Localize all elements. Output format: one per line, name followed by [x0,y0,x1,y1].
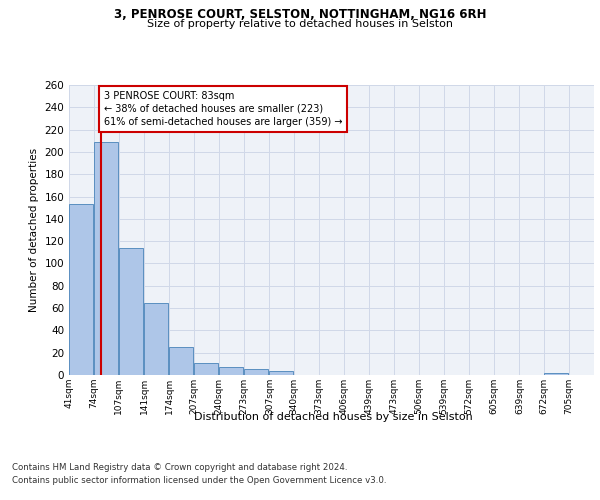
Bar [69,204,93,375]
Text: Contains public sector information licensed under the Open Government Licence v3: Contains public sector information licen… [12,476,386,485]
Bar [269,370,293,375]
Bar [169,347,193,375]
Y-axis label: Number of detached properties: Number of detached properties [29,148,39,312]
Bar [219,367,243,375]
Text: 3, PENROSE COURT, SELSTON, NOTTINGHAM, NG16 6RH: 3, PENROSE COURT, SELSTON, NOTTINGHAM, N… [114,8,486,20]
Bar [119,248,143,375]
Bar [244,370,268,375]
Bar [94,142,118,375]
Text: Contains HM Land Registry data © Crown copyright and database right 2024.: Contains HM Land Registry data © Crown c… [12,462,347,471]
Text: 3 PENROSE COURT: 83sqm
← 38% of detached houses are smaller (223)
61% of semi-de: 3 PENROSE COURT: 83sqm ← 38% of detached… [104,90,342,127]
Text: Size of property relative to detached houses in Selston: Size of property relative to detached ho… [147,19,453,29]
Text: Distribution of detached houses by size in Selston: Distribution of detached houses by size … [194,412,472,422]
Bar [194,362,218,375]
Bar [145,302,169,375]
Bar [544,373,568,375]
